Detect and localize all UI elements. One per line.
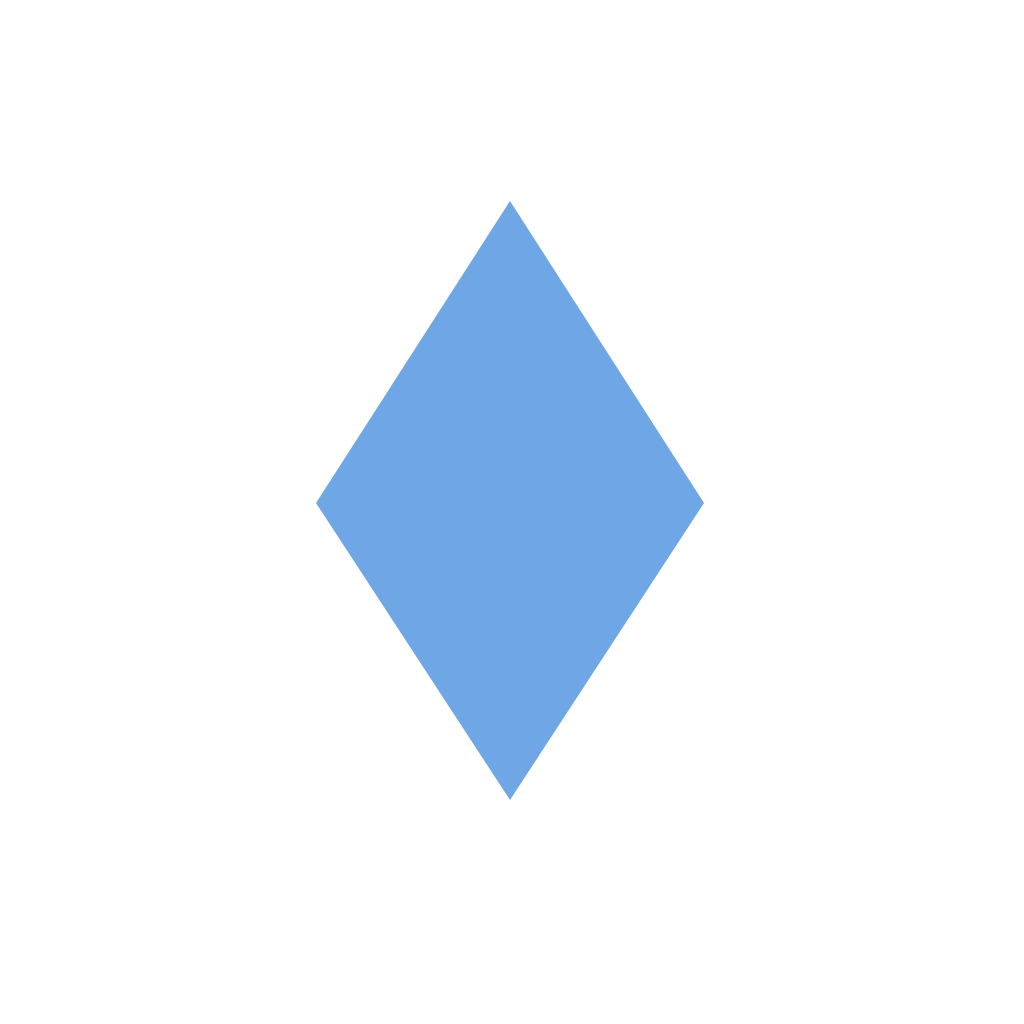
diamond-icon [316, 201, 704, 800]
